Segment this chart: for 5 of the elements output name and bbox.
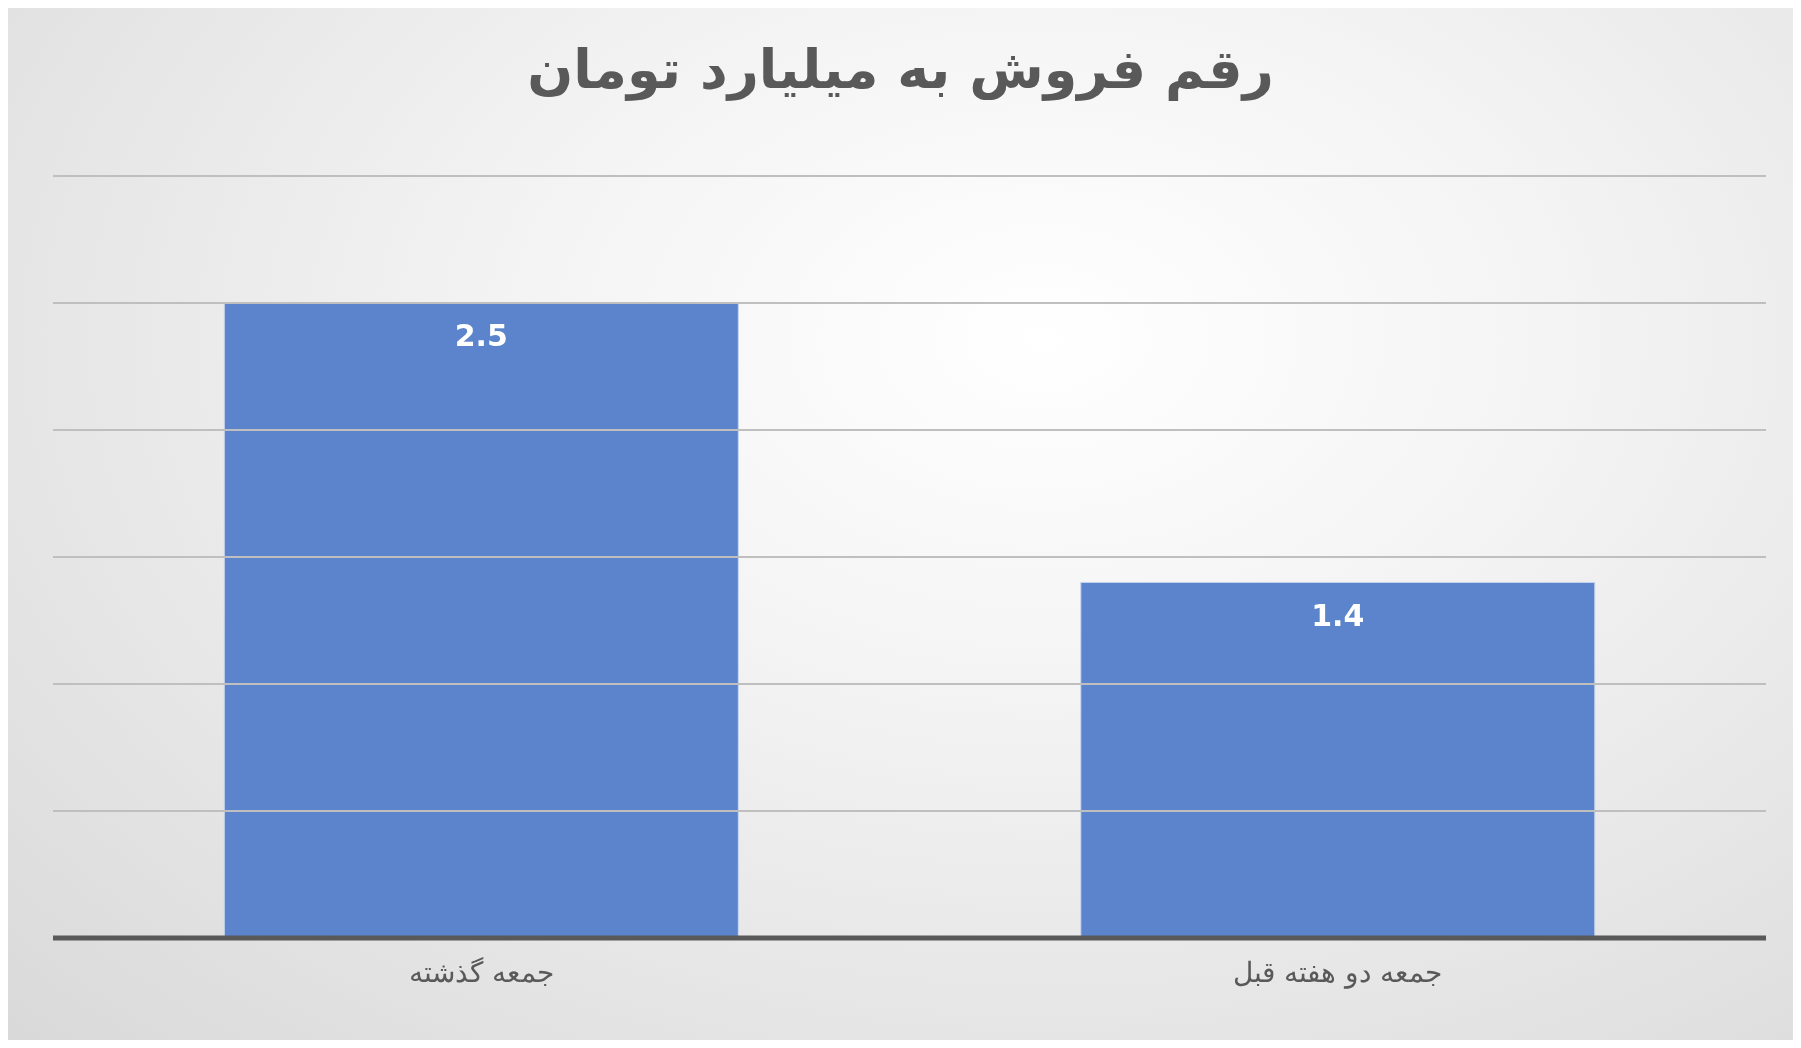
chart-title: رقم فروش به میلیارد تومان	[526, 38, 1275, 101]
data-label: 1.4	[1311, 597, 1365, 633]
x-tick-label: جمعه دو هفته قبل	[1233, 955, 1443, 989]
data-label: 2.5	[454, 318, 508, 354]
x-tick-label: جمعه گذشته	[408, 955, 554, 989]
